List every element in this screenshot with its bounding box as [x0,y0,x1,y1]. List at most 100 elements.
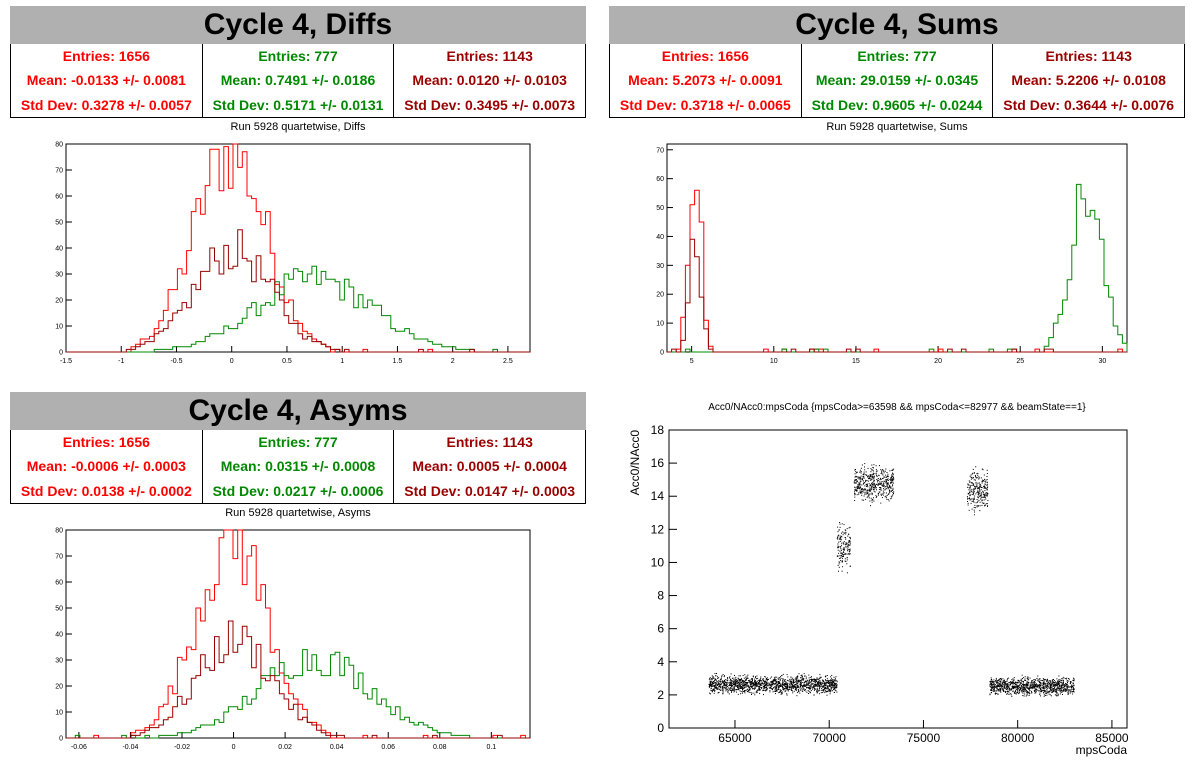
scatter-cluster [836,522,851,574]
x-tick-label: 0.5 [282,358,292,365]
x-tick-label: -0.5 [170,358,182,365]
series-darkred-line [66,229,530,353]
mean-text: Mean: -0.0133 +/- 0.0081 [26,72,186,89]
stats-col-green: Entries: 777 Mean: 29.0159 +/- 0.0345 St… [800,44,993,117]
y-tick-label: 40 [55,632,63,639]
y-tick-label: 80 [55,528,63,535]
std-text: Std Dev: 0.9605 +/- 0.0244 [811,96,983,113]
series-green-line [66,265,530,353]
series-darkred-line [66,620,530,739]
entries-text: Entries: 777 [258,434,338,451]
x-tick-label: 2.5 [503,358,513,365]
mean-text: Mean: -0.0006 +/- 0.0003 [26,458,186,475]
y-tick-label: 30 [656,263,664,270]
x-tick-label: -0.04 [122,744,138,751]
y-tick-label: 50 [55,606,63,613]
y-tick-label: 0 [59,736,63,743]
y-tick-label: 10 [55,710,63,717]
entries-text: Entries: 777 [857,48,937,65]
x-tick-label: -0.02 [174,744,190,751]
y-tick-label: 6 [657,622,664,636]
y-tick-label: 0 [660,350,664,357]
diffs-title: Cycle 4, Diffs [10,6,586,44]
mean-text: Mean: 29.0159 +/- 0.0345 [815,72,979,89]
stats-col-darkred: Entries: 1143 Mean: 0.0005 +/- 0.0004 St… [393,430,585,503]
entries-text: Entries: 1656 [62,434,150,451]
y-tick-label: 10 [651,555,665,569]
x-tick-label: 65000 [718,731,752,745]
diffs-stats-box: Entries: 1656 Mean: -0.0133 +/- 0.0081 S… [10,44,586,118]
y-axis-label: Acc0/NAcc0 [628,430,642,496]
std-text: Std Dev: 0.3495 +/- 0.0073 [404,96,576,113]
x-tick-label: -1 [118,358,124,365]
y-tick-label: 70 [656,147,664,154]
x-tick-label: 0.06 [381,744,395,751]
y-tick-label: 4 [657,655,664,669]
y-tick-label: 70 [55,168,63,175]
stats-col-red: Entries: 1656 Mean: -0.0133 +/- 0.0081 S… [11,44,202,117]
y-tick-label: 18 [651,423,665,437]
x-tick-label: 25 [1016,358,1024,365]
entries-text: Entries: 1143 [1045,48,1132,65]
asyms-histogram: -0.06 -0.04 -0.02 0 0.02 0.04 0.06 0.08 0.1 0 10 20… [55,528,531,751]
mean-text: Mean: 0.0315 +/- 0.0008 [220,458,376,475]
x-tick-label: 80000 [1001,731,1035,745]
y-tick-label: 70 [55,554,63,561]
y-tick-label: 8 [657,589,664,603]
y-tick-label: 30 [55,272,63,279]
y-tick-label: 20 [55,684,63,691]
x-tick-label: -0.06 [71,744,87,751]
series-green-line [667,183,1128,353]
std-text: Std Dev: 0.3644 +/- 0.0076 [1003,96,1175,113]
stats-col-darkred: Entries: 1143 Mean: 0.0120 +/- 0.0103 St… [393,44,585,117]
x-tick-label: 0 [230,358,234,365]
asyms-subtitle: Run 5928 quartetwise, Asyms [225,507,371,519]
stats-col-green: Entries: 777 Mean: 0.0315 +/- 0.0008 Std… [201,430,394,503]
y-tick-label: 60 [656,176,664,183]
std-text: Std Dev: 0.0138 +/- 0.0002 [20,482,192,499]
y-tick-label: 20 [656,292,664,299]
x-tick-label: 15 [852,358,860,365]
entries-text: Entries: 1143 [446,48,533,65]
x-tick-label: 75000 [907,731,941,745]
y-tick-label: 50 [656,205,664,212]
x-axis-label: mpsCoda [1076,743,1128,757]
asyms-title: Cycle 4, Asyms [10,392,586,430]
scatter-plot: 65000 70000 75000 80000 85000 0 2 4 6 8 10 12 14 16 18… [628,423,1129,757]
sums-subtitle: Run 5928 quartetwise, Sums [826,121,968,133]
x-tick-label: 0.1 [486,744,496,751]
stats-col-red: Entries: 1656 Mean: -0.0006 +/- 0.0003 S… [11,430,202,503]
x-tick-label: 0.04 [330,744,344,751]
x-tick-label: 70000 [813,731,847,745]
plot-frame [668,429,1128,729]
y-tick-label: 14 [651,489,665,503]
entries-text: Entries: 1656 [661,48,749,65]
series-red-line [66,143,530,353]
y-tick-label: 0 [657,721,664,735]
y-tick-label: 10 [656,321,664,328]
diffs-histogram: -1.5 -1 -0.5 0 0.5 1 1.5 2 2.5 0 10 20 30 40 50 60 70 80 [55,142,531,365]
std-text: Std Dev: 0.0147 +/- 0.0003 [404,482,576,499]
scatter-cluster [989,674,1075,697]
mean-text: Mean: 5.2206 +/- 0.0108 [1011,72,1166,89]
series-darkred-line [667,238,1127,353]
y-tick-label: 30 [55,658,63,665]
stats-col-darkred: Entries: 1143 Mean: 5.2206 +/- 0.0108 St… [992,44,1184,117]
sums-title: Cycle 4, Sums [609,6,1185,44]
y-tick-label: 60 [55,580,63,587]
scatter-title: Acc0/NAcc0:mpsCoda {mpsCoda>=63598 && mp… [708,402,1086,413]
x-tick-label: 0.02 [278,744,292,751]
std-text: Std Dev: 0.5171 +/- 0.0131 [212,96,384,113]
std-text: Std Dev: 0.0217 +/- 0.0006 [212,482,384,499]
x-tick-label: 20 [934,358,942,365]
y-tick-label: 40 [656,234,664,241]
scatter-cluster [708,673,838,697]
y-tick-label: 12 [651,522,665,536]
y-tick-label: 40 [55,246,63,253]
x-tick-label: 2 [451,358,455,365]
scatter-cluster [966,466,989,516]
mean-text: Mean: 0.0005 +/- 0.0004 [412,458,567,475]
x-tick-label: 0.08 [433,744,447,751]
asyms-stats-box: Entries: 1656 Mean: -0.0006 +/- 0.0003 S… [10,430,586,504]
x-tick-label: -1.5 [60,358,72,365]
